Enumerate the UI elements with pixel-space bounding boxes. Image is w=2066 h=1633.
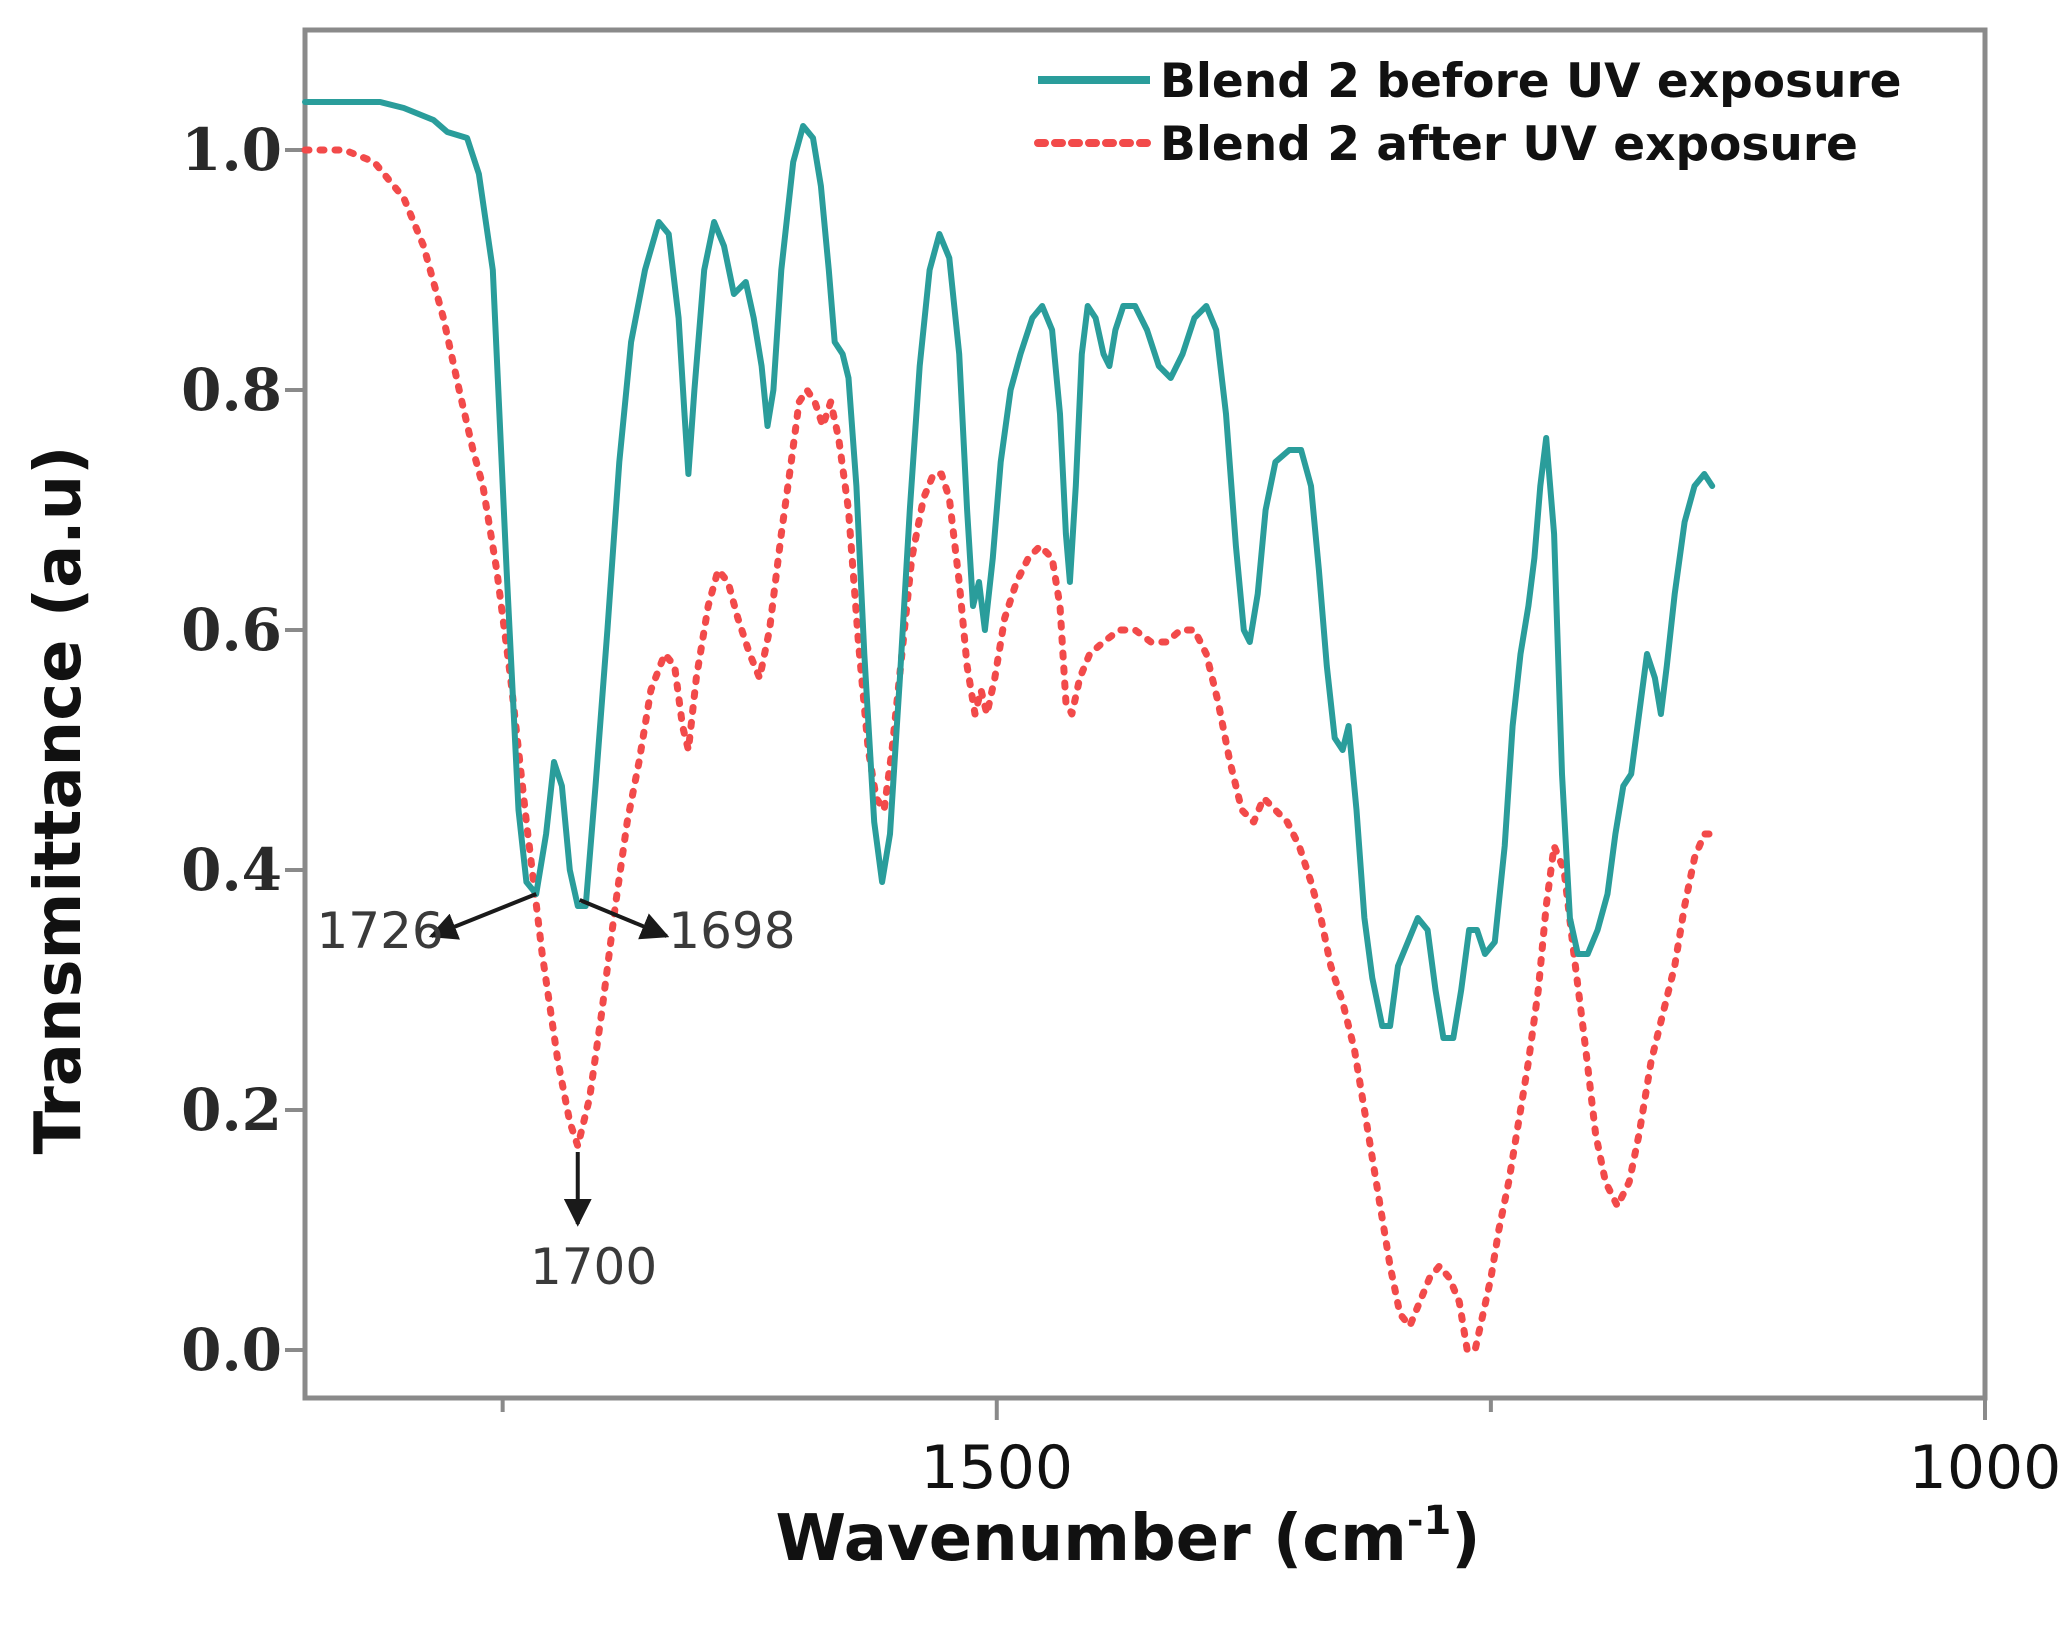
series-line-after-uv xyxy=(301,146,1716,1354)
y-tick-label: 0.8 xyxy=(181,356,282,424)
annotation-label: 1698 xyxy=(668,902,795,960)
x-tick-label: 1500 xyxy=(920,1433,1073,1503)
y-axis-title: Transmittance (a.u) xyxy=(22,446,96,1155)
legend-label-after-uv: Blend 2 after UV exposure xyxy=(1160,117,1858,172)
series-layer xyxy=(301,99,1716,1354)
y-tick-label: 0.4 xyxy=(181,836,282,904)
peak-annotations: 1726 1698 1700 xyxy=(316,892,796,1296)
y-axis-ticks: 0.0 0.2 0.4 0.6 0.8 1.0 xyxy=(181,116,305,1384)
x-tick-label: 1000 xyxy=(1909,1433,2062,1503)
y-tick-label: 1.0 xyxy=(181,116,282,184)
x-axis-title-close: ) xyxy=(1451,1502,1480,1576)
legend-label-before-uv: Blend 2 before UV exposure xyxy=(1160,54,1902,109)
plot-frame xyxy=(302,27,1988,1401)
y-tick-label: 0.6 xyxy=(181,596,282,664)
x-axis-ticks: 1500 1000 xyxy=(920,1398,2061,1503)
x-axis-title-main: Wavenumber (cm xyxy=(775,1502,1406,1576)
y-tick-label: 0.2 xyxy=(181,1076,282,1144)
annotation-arrow xyxy=(578,898,670,940)
annotation-label: 1700 xyxy=(530,1238,657,1296)
x-axis-title: Wavenumber (cm-1) xyxy=(775,1498,1480,1576)
x-axis-title-superscript: -1 xyxy=(1407,1498,1451,1544)
x-minor-ticks xyxy=(500,1398,1493,1412)
legend: Blend 2 before UV exposure Blend 2 after… xyxy=(1034,54,1902,172)
series-line-before-uv xyxy=(302,99,1716,1041)
annotation-label: 1726 xyxy=(316,902,443,960)
annotation-arrow xyxy=(428,892,537,940)
y-tick-label: 0.0 xyxy=(181,1316,282,1384)
